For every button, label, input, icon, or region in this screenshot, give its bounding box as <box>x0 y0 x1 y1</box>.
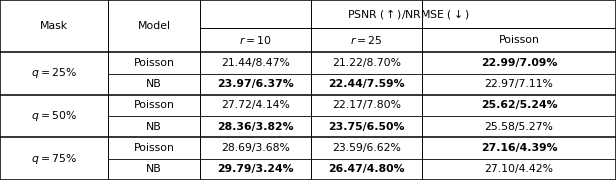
Text: 21.22/8.70%: 21.22/8.70% <box>332 58 401 68</box>
Text: $r = 10$: $r = 10$ <box>239 34 272 46</box>
Text: NB: NB <box>146 122 162 132</box>
Text: Mask: Mask <box>40 21 68 31</box>
Text: 22.17/7.80%: 22.17/7.80% <box>332 100 401 111</box>
Text: Poisson: Poisson <box>498 35 540 45</box>
Text: NB: NB <box>146 79 162 89</box>
Text: 21.44/8.47%: 21.44/8.47% <box>221 58 290 68</box>
Text: 29.79/3.24%: 29.79/3.24% <box>217 164 294 174</box>
Text: Model: Model <box>137 21 171 31</box>
Text: NB: NB <box>146 164 162 174</box>
Text: Poisson: Poisson <box>134 143 174 153</box>
Text: 22.99/7.09%: 22.99/7.09% <box>481 58 557 68</box>
Text: 23.97/6.37%: 23.97/6.37% <box>217 79 294 89</box>
Text: Poisson: Poisson <box>134 100 174 111</box>
Text: $q = 75\%$: $q = 75\%$ <box>31 152 77 166</box>
Text: 25.62/5.24%: 25.62/5.24% <box>480 100 557 111</box>
Text: 25.58/5.27%: 25.58/5.27% <box>485 122 553 132</box>
Text: 27.16/4.39%: 27.16/4.39% <box>480 143 557 153</box>
Text: 28.36/3.82%: 28.36/3.82% <box>217 122 294 132</box>
Text: 26.47/4.80%: 26.47/4.80% <box>328 164 405 174</box>
Text: 22.44/7.59%: 22.44/7.59% <box>328 79 405 89</box>
Text: 27.72/4.14%: 27.72/4.14% <box>221 100 290 111</box>
Text: 23.75/6.50%: 23.75/6.50% <box>328 122 405 132</box>
Text: 28.69/3.68%: 28.69/3.68% <box>221 143 290 153</box>
Text: PSNR ($\uparrow$)/NRMSE ($\downarrow$): PSNR ($\uparrow$)/NRMSE ($\downarrow$) <box>347 7 469 21</box>
Text: $r = 25$: $r = 25$ <box>351 34 383 46</box>
Text: $q = 50\%$: $q = 50\%$ <box>31 109 77 123</box>
Text: 27.10/4.42%: 27.10/4.42% <box>484 164 554 174</box>
Text: 23.59/6.62%: 23.59/6.62% <box>332 143 401 153</box>
Text: Poisson: Poisson <box>134 58 174 68</box>
Text: 22.97/7.11%: 22.97/7.11% <box>485 79 553 89</box>
Text: $q = 25\%$: $q = 25\%$ <box>31 66 77 80</box>
